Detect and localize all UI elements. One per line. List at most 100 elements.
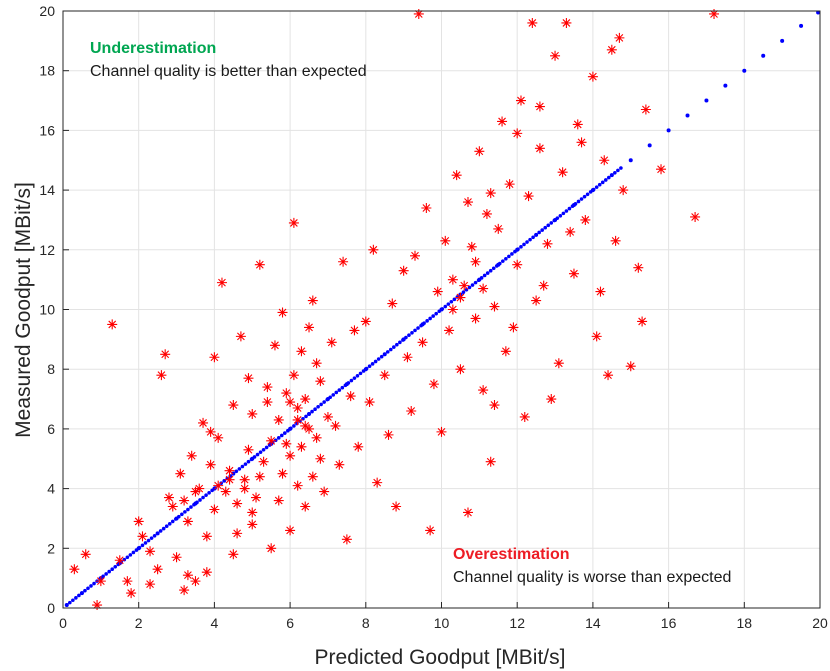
data-point bbox=[247, 507, 258, 518]
reference-point bbox=[361, 369, 366, 373]
reference-point bbox=[337, 388, 342, 392]
reference-point bbox=[355, 373, 360, 378]
x-tick-label: 10 bbox=[434, 615, 450, 631]
data-point bbox=[421, 203, 432, 214]
reference-point bbox=[485, 271, 490, 275]
data-point bbox=[364, 397, 375, 408]
reference-point bbox=[392, 345, 396, 349]
reference-point bbox=[286, 428, 290, 433]
data-point bbox=[307, 295, 318, 306]
data-point bbox=[580, 214, 591, 225]
reference-point bbox=[376, 357, 381, 361]
data-point bbox=[553, 358, 564, 369]
data-point bbox=[478, 385, 489, 396]
x-tick-label: 20 bbox=[812, 615, 828, 631]
reference-point bbox=[334, 390, 339, 395]
y-tick-label: 16 bbox=[39, 122, 55, 138]
reference-point bbox=[258, 450, 263, 454]
y-tick-label: 14 bbox=[39, 182, 55, 198]
data-point bbox=[269, 340, 280, 351]
data-point bbox=[266, 543, 277, 554]
reference-point bbox=[246, 459, 251, 464]
data-point bbox=[531, 295, 542, 306]
reference-point bbox=[561, 211, 566, 216]
axis-ticks: 0 2 4 6 8 10 12 14 16 18 20 0 2 4 6 8 10 12 14 16 18 20 bbox=[39, 3, 828, 631]
reference-point bbox=[152, 533, 157, 538]
data-point bbox=[603, 370, 614, 381]
y-tick-label: 4 bbox=[47, 481, 55, 497]
data-point bbox=[345, 391, 356, 402]
reference-point bbox=[482, 273, 487, 278]
data-point bbox=[406, 405, 417, 416]
reference-point bbox=[149, 536, 154, 540]
data-point bbox=[152, 564, 163, 575]
reference-point bbox=[401, 338, 405, 342]
x-tick-label: 18 bbox=[737, 615, 753, 631]
data-point bbox=[379, 370, 390, 381]
data-point bbox=[565, 226, 576, 237]
reference-point bbox=[546, 223, 551, 228]
reference-point bbox=[110, 567, 115, 571]
reference-point bbox=[283, 431, 287, 435]
reference-point bbox=[606, 175, 611, 180]
reference-point bbox=[273, 438, 278, 443]
data-point bbox=[413, 8, 424, 19]
reference-point bbox=[134, 548, 139, 552]
data-point bbox=[572, 119, 583, 130]
data-point bbox=[80, 549, 91, 560]
reference-point bbox=[470, 283, 475, 287]
overestimation-text: Channel quality is worse than expected bbox=[453, 569, 731, 586]
reference-point bbox=[107, 569, 111, 574]
reference-point bbox=[186, 507, 190, 512]
reference-point bbox=[198, 498, 202, 502]
reference-point bbox=[92, 581, 96, 586]
data-point bbox=[618, 185, 629, 196]
reference-point bbox=[761, 53, 766, 58]
data-point bbox=[550, 50, 561, 61]
data-point bbox=[534, 101, 545, 112]
reference-point bbox=[395, 342, 399, 347]
data-point bbox=[201, 567, 212, 578]
data-point bbox=[171, 552, 182, 563]
data-point bbox=[277, 307, 288, 318]
data-point bbox=[239, 474, 250, 485]
reference-point bbox=[104, 572, 108, 576]
reference-point bbox=[540, 228, 544, 232]
data-point bbox=[167, 501, 178, 512]
reference-point bbox=[531, 235, 535, 240]
reference-point bbox=[68, 600, 72, 605]
reference-point bbox=[195, 500, 199, 505]
data-point bbox=[315, 376, 326, 387]
data-point bbox=[186, 450, 197, 461]
data-point bbox=[519, 411, 530, 422]
reference-point bbox=[440, 307, 445, 311]
data-point bbox=[235, 331, 246, 342]
reference-point bbox=[183, 510, 187, 514]
data-point bbox=[440, 235, 451, 246]
data-point bbox=[557, 167, 568, 178]
underestimation-heading: Underestimation bbox=[90, 40, 216, 57]
reference-point bbox=[313, 407, 317, 411]
y-tick-label: 0 bbox=[47, 600, 55, 616]
data-point bbox=[262, 397, 273, 408]
data-point bbox=[182, 570, 193, 581]
data-point bbox=[319, 486, 330, 497]
reference-point bbox=[558, 213, 563, 218]
data-point bbox=[258, 456, 269, 467]
data-point bbox=[534, 143, 545, 154]
reference-point bbox=[628, 158, 633, 163]
data-point bbox=[493, 223, 504, 234]
data-point bbox=[243, 373, 254, 384]
reference-point bbox=[616, 168, 620, 173]
reference-point bbox=[610, 173, 614, 177]
data-point bbox=[398, 265, 409, 276]
reference-point bbox=[488, 268, 493, 273]
data-point bbox=[462, 507, 473, 518]
reference-point bbox=[131, 550, 136, 555]
data-point bbox=[637, 316, 648, 327]
reference-point bbox=[192, 502, 196, 507]
data-point bbox=[341, 534, 352, 545]
data-point bbox=[247, 408, 258, 419]
data-point bbox=[277, 468, 288, 479]
